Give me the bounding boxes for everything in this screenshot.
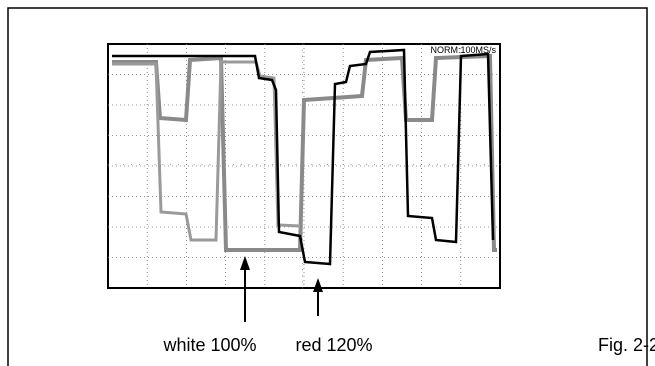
page: {"screen_label": "NORM:100MS/s", "annota… (0, 0, 655, 366)
figure: NORM:100MS/s white 100% red 120% Fig. 2-… (0, 0, 655, 366)
screen-label: NORM:100MS/s (430, 45, 496, 55)
figure-label: Fig. 2-2 (598, 335, 655, 355)
annotation: white 100% (162, 335, 256, 355)
annotation: red 120% (295, 335, 372, 355)
scope-screen: NORM:100MS/s (108, 44, 500, 288)
